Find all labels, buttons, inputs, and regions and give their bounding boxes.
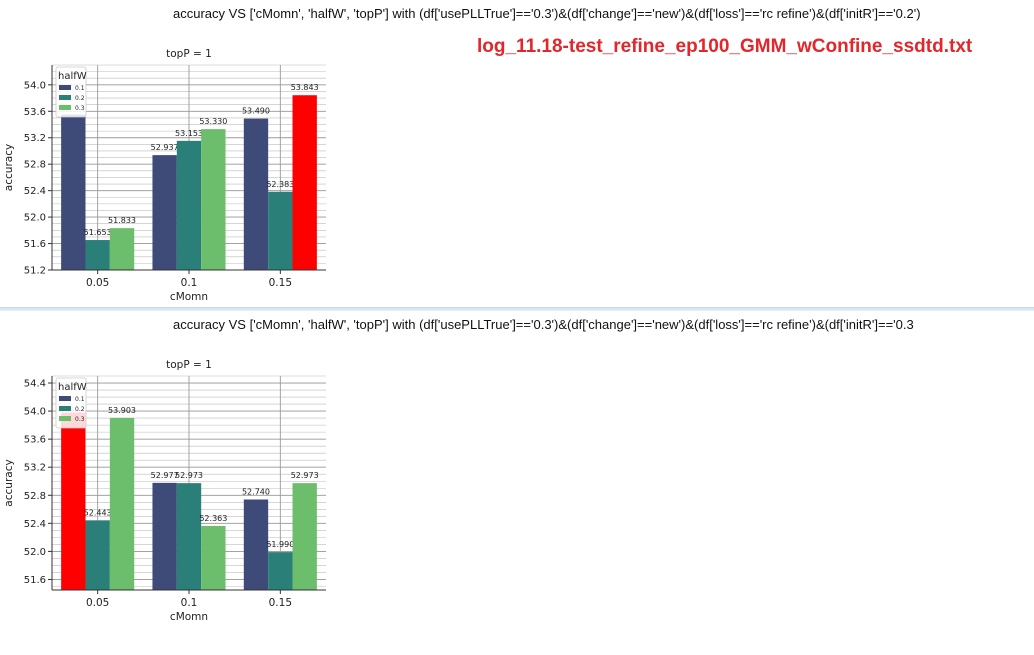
y-tick-label: 52.0 bbox=[24, 547, 46, 558]
bar bbox=[292, 483, 317, 590]
bar-value-label: 52.973 bbox=[291, 471, 319, 480]
x-tick-label: 0.1 bbox=[181, 597, 198, 609]
x-tick-label: 0.1 bbox=[181, 277, 198, 289]
bar bbox=[85, 520, 110, 590]
y-tick-label: 52.0 bbox=[24, 213, 46, 224]
y-tick-label: 51.6 bbox=[24, 575, 46, 586]
legend-title: halfW bbox=[58, 382, 87, 393]
legend-title: halfW bbox=[58, 71, 87, 82]
legend-box bbox=[55, 377, 87, 429]
y-axis-label: accuracy bbox=[3, 459, 15, 506]
bar bbox=[201, 525, 226, 590]
x-tick-label: 0.15 bbox=[269, 597, 292, 609]
bar-value-label: 53.330 bbox=[199, 117, 227, 126]
legend-label: 0.3 bbox=[75, 105, 85, 112]
chart-suptitle: accuracy VS ['cMomn', 'halfW', 'topP'] w… bbox=[173, 6, 921, 21]
bar bbox=[176, 140, 202, 270]
x-tick-label: 0.05 bbox=[86, 597, 109, 609]
legend-swatch bbox=[59, 95, 71, 100]
bar bbox=[152, 155, 177, 270]
chart-panel-2: accuracy VS ['cMomn', 'halfW', 'topP'] w… bbox=[0, 311, 1034, 624]
bar-value-label: 52.383 bbox=[266, 180, 294, 189]
chart-panel-1: accuracy VS ['cMomn', 'halfW', 'topP'] w… bbox=[0, 0, 1034, 307]
log-file-label: log_11.18-test_refine_ep100_GMM_wConfine… bbox=[477, 36, 973, 57]
bar bbox=[61, 114, 86, 270]
bar-value-label: 52.363 bbox=[199, 514, 227, 523]
bar bbox=[292, 95, 317, 270]
y-tick-label: 54.0 bbox=[24, 80, 46, 91]
y-tick-label: 52.8 bbox=[24, 491, 46, 502]
bar-chart-2: 51.652.052.452.853.253.654.054.452.97752… bbox=[3, 359, 326, 623]
bar-value-label: 51.833 bbox=[108, 216, 136, 225]
bar bbox=[268, 552, 293, 590]
y-tick-label: 53.6 bbox=[24, 435, 46, 446]
legend-label: 0.3 bbox=[75, 416, 85, 423]
bar-value-label: 53.153 bbox=[175, 129, 203, 138]
y-tick-label: 53.2 bbox=[24, 463, 46, 474]
legend-box bbox=[55, 66, 87, 118]
bar-value-label: 51.653 bbox=[84, 228, 112, 237]
bar bbox=[152, 482, 177, 590]
bar-value-label: 53.843 bbox=[291, 83, 319, 92]
bar-value-label: 52.937 bbox=[151, 143, 179, 152]
bar-value-label: 52.977 bbox=[151, 471, 179, 480]
bar bbox=[201, 129, 226, 270]
bar bbox=[61, 412, 86, 590]
y-tick-label: 52.4 bbox=[24, 186, 46, 197]
legend-label: 0.2 bbox=[75, 95, 85, 102]
y-tick-label: 53.2 bbox=[24, 133, 46, 144]
y-tick-label: 51.6 bbox=[24, 239, 46, 250]
x-tick-label: 0.15 bbox=[269, 277, 292, 289]
x-axis-label: cMomn bbox=[170, 611, 208, 623]
legend-label: 0.2 bbox=[75, 406, 85, 413]
bar-value-label: 52.443 bbox=[84, 508, 112, 517]
x-tick-label: 0.05 bbox=[86, 277, 109, 289]
y-tick-label: 54.4 bbox=[24, 379, 46, 390]
chart-title: topP = 1 bbox=[166, 48, 212, 60]
legend-swatch bbox=[59, 105, 71, 110]
bar bbox=[243, 499, 269, 590]
bar bbox=[85, 240, 110, 270]
bar bbox=[109, 228, 135, 270]
bar-value-label: 53.903 bbox=[108, 406, 136, 415]
x-axis-label: cMomn bbox=[170, 291, 208, 303]
legend-label: 0.1 bbox=[75, 85, 85, 92]
legend-swatch bbox=[59, 85, 71, 90]
bar bbox=[109, 417, 135, 590]
y-tick-label: 52.8 bbox=[24, 160, 46, 171]
y-axis-label: accuracy bbox=[3, 144, 15, 191]
y-tick-label: 51.2 bbox=[24, 266, 46, 277]
y-tick-label: 53.6 bbox=[24, 107, 46, 118]
y-tick-label: 54.0 bbox=[24, 407, 46, 418]
chart-title: topP = 1 bbox=[166, 359, 212, 371]
panel-divider bbox=[0, 307, 1034, 311]
chart-suptitle: accuracy VS ['cMomn', 'halfW', 'topP'] w… bbox=[173, 317, 914, 332]
bar-value-label: 52.973 bbox=[175, 471, 203, 480]
bar-value-label: 51.990 bbox=[266, 540, 294, 549]
bar-value-label: 53.490 bbox=[242, 107, 270, 116]
legend-swatch bbox=[59, 406, 71, 411]
legend-swatch bbox=[59, 396, 71, 401]
bar-chart-1: 51.2 51.6 52.0 52.4 52.8 53.2 53.6 54.0 52.937 53… bbox=[3, 48, 326, 303]
legend-label: 0.1 bbox=[75, 396, 85, 403]
bar bbox=[176, 483, 202, 590]
legend-swatch bbox=[59, 416, 71, 421]
bar bbox=[268, 191, 293, 270]
bar-value-label: 52.740 bbox=[242, 487, 270, 496]
bar bbox=[243, 118, 269, 270]
y-tick-label: 52.4 bbox=[24, 519, 46, 530]
